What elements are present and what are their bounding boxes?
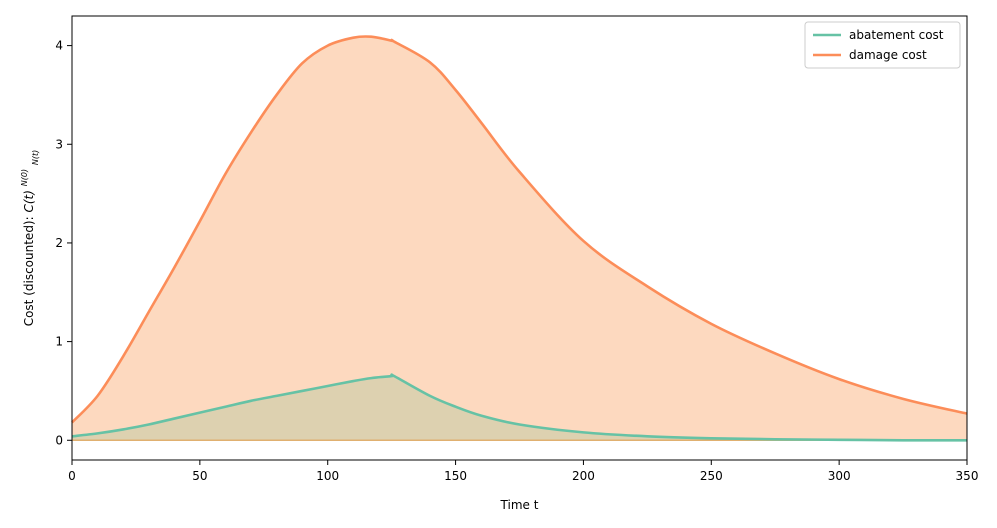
x-axis-label: Time t	[500, 498, 539, 512]
x-tick-label: 200	[572, 469, 595, 483]
y-axis-label-frac-num: N(0)	[20, 169, 29, 186]
y-axis-label: Cost (discounted): C(t) N(0) N(t)	[16, 150, 40, 327]
x-tick-label: 350	[956, 469, 979, 483]
abatement-cost-area	[72, 374, 967, 441]
x-tick-label: 50	[192, 469, 207, 483]
x-tick-label: 0	[68, 469, 76, 483]
plot-frame	[71, 15, 968, 461]
legend-label-abatement-cost: abatement cost	[849, 28, 944, 42]
legend-box	[804, 21, 961, 69]
y-axis-label-frac-den: N(t)	[31, 150, 40, 165]
svg-text:Cost (discounted):: Cost (discounted): C(t) N(0) N(t)	[16, 150, 40, 327]
y-axis: 0 1 2 3 4	[55, 39, 72, 447]
damage-cost-line	[71, 35, 968, 424]
x-tick-label: 150	[444, 469, 467, 483]
y-axis-label-text: Cost (discounted):	[22, 216, 36, 326]
abatement-cost-line	[71, 373, 968, 442]
series-lines	[71, 35, 968, 442]
y-tick-label: 3	[55, 137, 63, 151]
y-tick-label: 0	[55, 433, 63, 447]
x-tick-label: 250	[700, 469, 723, 483]
y-tick-label: 4	[55, 39, 63, 53]
y-tick-label: 2	[55, 236, 63, 250]
y-axis-label-math: C(t)	[22, 190, 36, 212]
x-tick-label: 100	[316, 469, 339, 483]
x-axis: 0 50 100 150 200 250 300 350	[68, 460, 978, 483]
x-tick-label: 300	[828, 469, 851, 483]
area-fills	[72, 36, 967, 441]
legend-label-damage-cost: damage cost	[849, 48, 927, 62]
legend: abatement cost damage cost	[804, 21, 961, 69]
y-tick-label: 1	[55, 335, 63, 349]
damage-cost-area	[72, 36, 967, 441]
